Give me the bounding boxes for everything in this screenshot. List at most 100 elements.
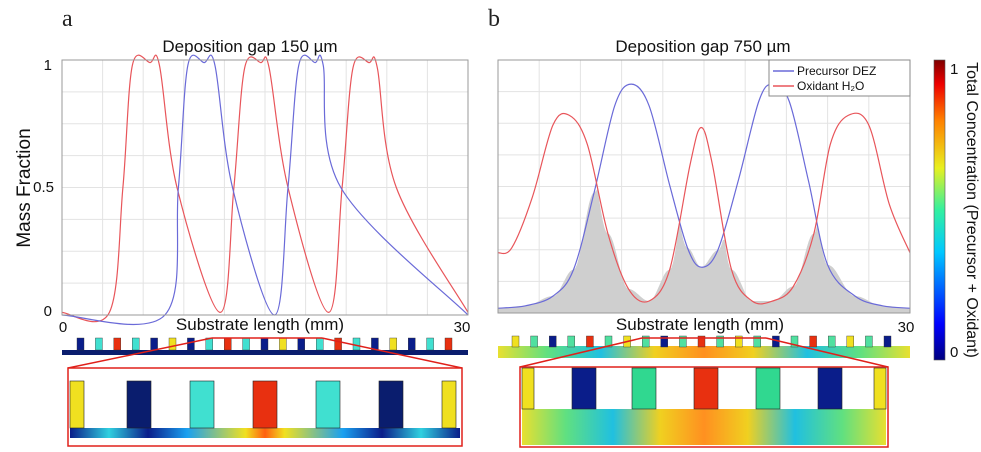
- channel-fin: [168, 337, 177, 351]
- channel-fin: [790, 335, 799, 348]
- x-tick-label: 30: [454, 319, 471, 336]
- zoom-line-b-right: [765, 337, 889, 368]
- channel-fin: [642, 335, 650, 348]
- x-tick-label: 0: [59, 319, 67, 336]
- y-tick-label: 1: [44, 57, 52, 74]
- channel-fin: [511, 335, 520, 348]
- plot-area-b: [497, 59, 911, 314]
- schematic-b-substrate: [498, 346, 910, 358]
- channel-fin: [260, 337, 269, 351]
- panel-a-letter: a: [62, 6, 73, 32]
- channel-fin: [567, 335, 575, 348]
- zoom-channel: [315, 380, 341, 429]
- channel-fin: [530, 335, 538, 348]
- channel-fin: [426, 337, 434, 351]
- zoom-channel: [873, 367, 887, 410]
- zoom-channel: [693, 367, 719, 410]
- zoom-channel: [252, 380, 278, 429]
- colorbar-tick-max: 1: [950, 61, 958, 78]
- panel-b-x-axis-label: Substrate length (mm): [616, 315, 784, 334]
- channel-fin: [679, 335, 687, 348]
- reactor-schematic-a: [62, 337, 468, 447]
- plot-area-a: [61, 54, 469, 326]
- zoom-channel: [378, 380, 404, 429]
- zoom-channel: [441, 380, 457, 429]
- channel-fin: [809, 335, 817, 348]
- channel-fin: [865, 335, 873, 348]
- channel-fin: [187, 337, 195, 351]
- zoom-line-b-left: [519, 337, 643, 368]
- zoom-channel: [521, 367, 535, 410]
- reactor-schematic-b: [498, 335, 910, 448]
- colorbar-label: Total Concentration (Precursor + Oxidant…: [963, 62, 980, 358]
- channel-fin: [95, 337, 103, 351]
- channel-fin: [113, 337, 122, 351]
- channel-fin: [352, 337, 361, 351]
- channel-fin: [334, 337, 342, 351]
- channel-fin: [131, 337, 140, 351]
- panel-a-title: Deposition gap 150 µm: [162, 37, 337, 56]
- legend-label-precursor: Precursor DEZ: [797, 64, 876, 78]
- plot-b-frame: [497, 59, 911, 314]
- colorbar: 1 0 Total Concentration (Precursor + Oxi…: [933, 59, 980, 361]
- zoom-channel: [817, 367, 843, 410]
- zoom-channel: [189, 380, 215, 429]
- series-line-oxidant: [61, 54, 469, 323]
- y-tick-label: 0.5: [33, 179, 54, 196]
- zoom-b-channels: [521, 367, 887, 410]
- zoom-channel: [571, 367, 597, 410]
- plot-a-series: [61, 54, 469, 326]
- zoom-line-a-right: [321, 337, 463, 369]
- channel-fin: [279, 337, 287, 351]
- zoom-channel: [126, 380, 152, 429]
- zoom-a-gap-concentration: [70, 428, 460, 438]
- channel-fin: [549, 335, 557, 348]
- schematic-a-substrate: [62, 350, 468, 355]
- colorbar-tick-min: 0: [950, 344, 958, 361]
- y-axis-label: Mass Fraction: [14, 128, 35, 247]
- colorbar-gradient: [933, 59, 946, 361]
- schematic-b-channels: [511, 335, 892, 348]
- channel-fin: [316, 337, 324, 351]
- channel-fin: [242, 337, 250, 351]
- channel-fin: [223, 337, 232, 351]
- zoom-channel: [755, 367, 781, 410]
- series-line-oxidant: [497, 112, 911, 305]
- channel-fin: [846, 335, 854, 348]
- zoom-channel: [631, 367, 657, 410]
- channel-fin: [444, 337, 453, 351]
- channel-fin: [604, 335, 613, 348]
- legend-box: [768, 59, 911, 97]
- panel-b-title: Deposition gap 750 µm: [615, 37, 790, 56]
- channel-fin: [408, 337, 416, 351]
- channel-fin: [76, 337, 85, 351]
- zoom-b-gap-concentration: [522, 409, 886, 445]
- zoom-channel: [69, 380, 85, 429]
- channel-fin: [150, 337, 158, 351]
- channel-fin: [716, 335, 724, 348]
- channel-fin: [389, 337, 397, 351]
- channel-fin: [883, 335, 892, 348]
- series-line-precursor: [61, 54, 469, 326]
- zoom-a-channels: [69, 380, 457, 429]
- legend-label-oxidant: Oxidant H₂O: [797, 79, 864, 93]
- legend: Precursor DEZ Oxidant H₂O: [768, 59, 911, 97]
- channel-fin: [828, 335, 836, 348]
- panel-a-x-axis-label: Substrate length (mm): [176, 315, 344, 334]
- channel-fin: [660, 335, 668, 348]
- y-tick-label: 0: [44, 303, 52, 320]
- schematic-a-channels: [76, 337, 453, 351]
- channel-fin: [697, 335, 706, 348]
- plot-b-series: [497, 83, 911, 309]
- plot-a-frame: [61, 59, 469, 316]
- zoom-line-a-left: [67, 337, 213, 369]
- channel-fin: [753, 335, 761, 348]
- overlap-shaded-area: [498, 188, 910, 313]
- channel-fin: [735, 335, 743, 348]
- series-line-precursor: [497, 83, 911, 309]
- x-tick-label: 30: [898, 319, 915, 336]
- channel-fin: [586, 335, 594, 348]
- channel-fin: [297, 337, 305, 351]
- panel-b-letter: b: [488, 6, 500, 32]
